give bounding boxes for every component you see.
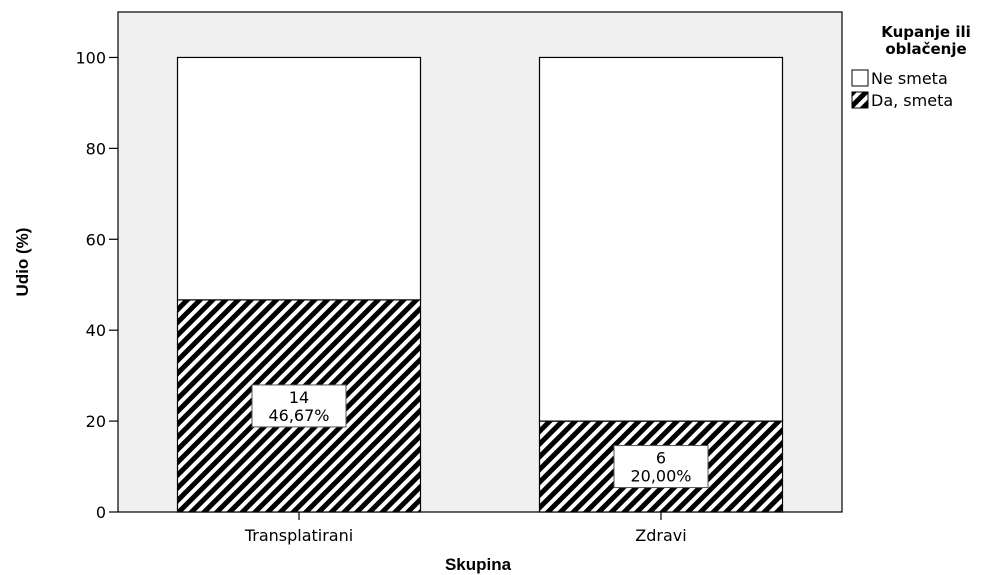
bars: [176, 56, 784, 513]
data-label-percent-zdravi: 20,00%: [630, 467, 691, 486]
legend-label-da-smeta: Da, smeta: [871, 91, 953, 110]
y-tick-label-20: 20: [86, 412, 106, 431]
y-tick-label-100: 100: [75, 48, 106, 67]
legend-swatch-da-smeta: [851, 91, 869, 109]
legend-label-ne-smeta: Ne smeta: [871, 69, 948, 88]
y-tick-label-0: 0: [96, 503, 106, 522]
x-axis: Transplatirani Zdravi: [244, 512, 687, 545]
x-tick-label-transplatirani: Transplatirani: [244, 526, 353, 545]
legend-title-line-1: Kupanje ili: [881, 23, 971, 41]
bar-zdravi-ne-smeta: [538, 56, 784, 422]
data-label-box-transplatirani: [251, 384, 347, 428]
data-label-count-zdravi: 6: [656, 449, 666, 468]
y-axis: 0 20 40 60 80 100: [75, 48, 118, 522]
y-tick-label-40: 40: [86, 321, 106, 340]
bar-transplatirani-ne-smeta: [176, 56, 422, 301]
y-tick-label-60: 60: [86, 230, 106, 249]
legend-swatch-ne-smeta: [851, 69, 869, 87]
legend: Kupanje ili oblačenje Ne smeta Da, smeta: [851, 23, 971, 110]
x-axis-title: Skupina: [445, 555, 512, 574]
x-tick-label-zdravi: Zdravi: [635, 526, 686, 545]
y-axis-title: Udio (%): [13, 228, 32, 297]
legend-title-line-2: oblačenje: [885, 40, 966, 58]
data-label-count-transplatirani: 14: [289, 388, 309, 407]
data-label-box-zdravi: [613, 445, 709, 489]
y-tick-label-80: 80: [86, 139, 106, 158]
data-label-percent-transplatirani: 46,67%: [268, 406, 329, 425]
